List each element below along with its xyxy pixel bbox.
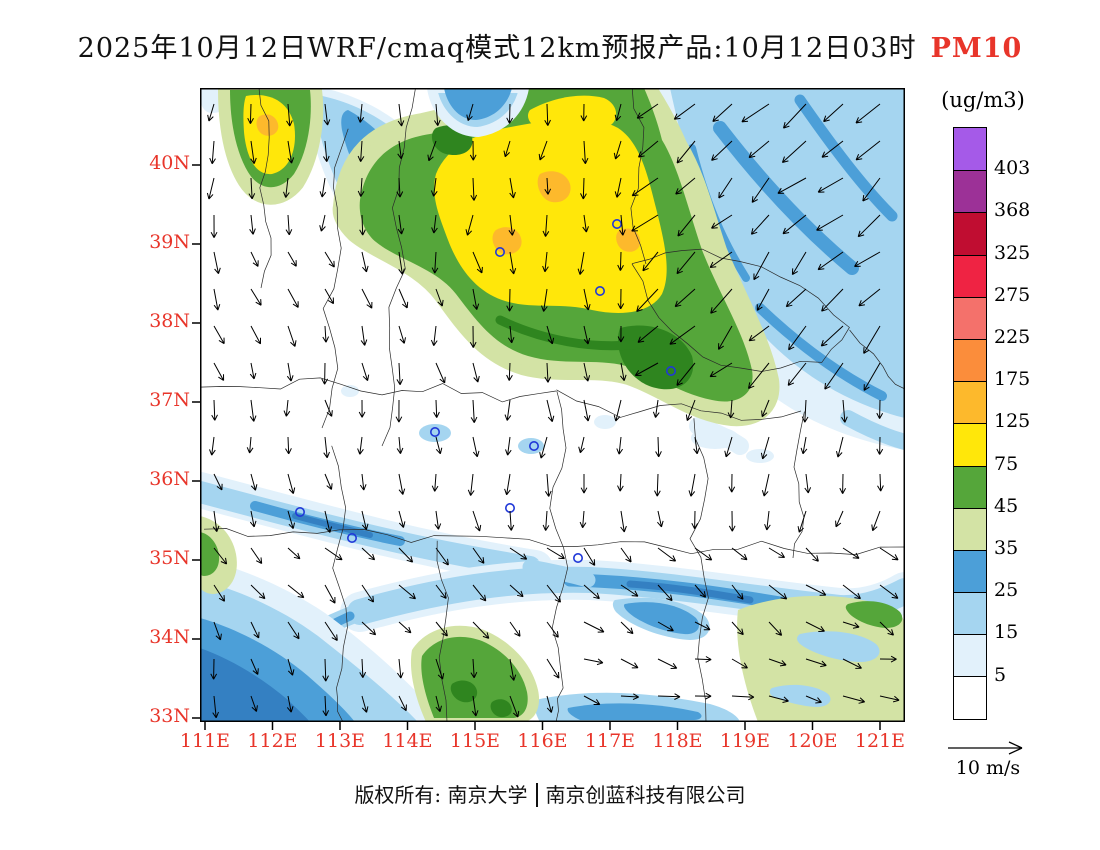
lon-label-114E: 114E [382,730,433,752]
colorbar-tick-325: 325 [994,241,1031,264]
pm10-fill-layer [200,88,905,722]
lat-label-37N: 37N [149,389,190,411]
lon-label-115E: 115E [449,730,501,752]
title-text: 2025年10月12日WRF/cmaq模式12km预报产品:10月12日03时 [77,33,917,64]
colorbar-cell-7 [954,423,986,466]
footer-right: 南京创蓝科技有限公司 [545,783,746,807]
colorbar-unit: (ug/m3) [941,88,1025,112]
colorbar-cell-8 [954,465,986,508]
footer-left: 版权所有: 南京大学 [354,783,528,807]
lat-label-40N: 40N [149,152,190,174]
colorbar-tick-5: 5 [994,663,1007,686]
colorbar-cell-13 [954,676,986,719]
lon-label-113E: 113E [314,730,366,752]
colorbar-cell-2 [954,212,986,255]
lat-label-33N: 33N [149,705,190,727]
lat-label-36N: 36N [149,468,190,490]
lon-label-118E: 118E [652,730,703,752]
province-borders [200,88,905,722]
wind-scale-label: 10 m/s [955,757,1021,779]
map-frame [192,88,905,730]
page-title: 2025年10月12日WRF/cmaq模式12km预报产品:10月12日03时 P… [0,26,1100,65]
colorbar-tick-35: 35 [994,537,1019,559]
footer-divider [535,783,538,807]
lon-label-119E: 119E [719,730,771,752]
lon-label-121E: 121E [854,730,906,752]
lat-label-38N: 38N [149,310,190,332]
pm10-map [192,88,905,730]
lon-label-116E: 116E [517,730,568,752]
colorbar-tick-45: 45 [994,494,1019,517]
colorbar-cell-4 [954,296,986,339]
footer-copyright: 版权所有: 南京大学 南京创蓝科技有限公司 [0,779,1100,808]
colorbar-cell-6 [954,381,986,424]
colorbar-cell-11 [954,592,986,635]
lon-label-120E: 120E [787,730,838,752]
wind-scale-arrow [948,741,1023,755]
station-markers [295,219,676,563]
colorbar [953,127,987,720]
colorbar-cell-3 [954,254,986,297]
title-pollutant: PM10 [930,33,1023,64]
colorbar-tick-175: 175 [994,368,1031,391]
lon-label-111E: 111E [179,730,231,752]
colorbar-cell-10 [954,549,986,593]
colorbar-tick-225: 225 [994,326,1031,348]
wind-vectors [206,103,900,719]
lon-label-112E: 112E [247,730,298,752]
colorbar-tick-125: 125 [994,410,1031,433]
colorbar-tick-15: 15 [994,621,1019,644]
colorbar-cell-9 [954,507,986,550]
colorbar-tick-25: 25 [994,579,1019,602]
colorbar-tick-368: 368 [994,199,1031,222]
colorbar-cell-12 [954,634,986,677]
lat-label-35N: 35N [149,547,190,569]
lat-label-34N: 34N [149,626,190,648]
map-canvas [192,88,905,730]
lon-label-117E: 117E [584,730,636,752]
colorbar-cell-1 [954,170,986,213]
colorbar-tick-75: 75 [994,452,1019,475]
lat-label-39N: 39N [149,231,190,253]
colorbar-tick-403: 403 [994,157,1031,180]
colorbar-tick-275: 275 [994,283,1031,306]
colorbar-cell-5 [954,338,986,382]
colorbar-cell-0 [954,128,986,171]
